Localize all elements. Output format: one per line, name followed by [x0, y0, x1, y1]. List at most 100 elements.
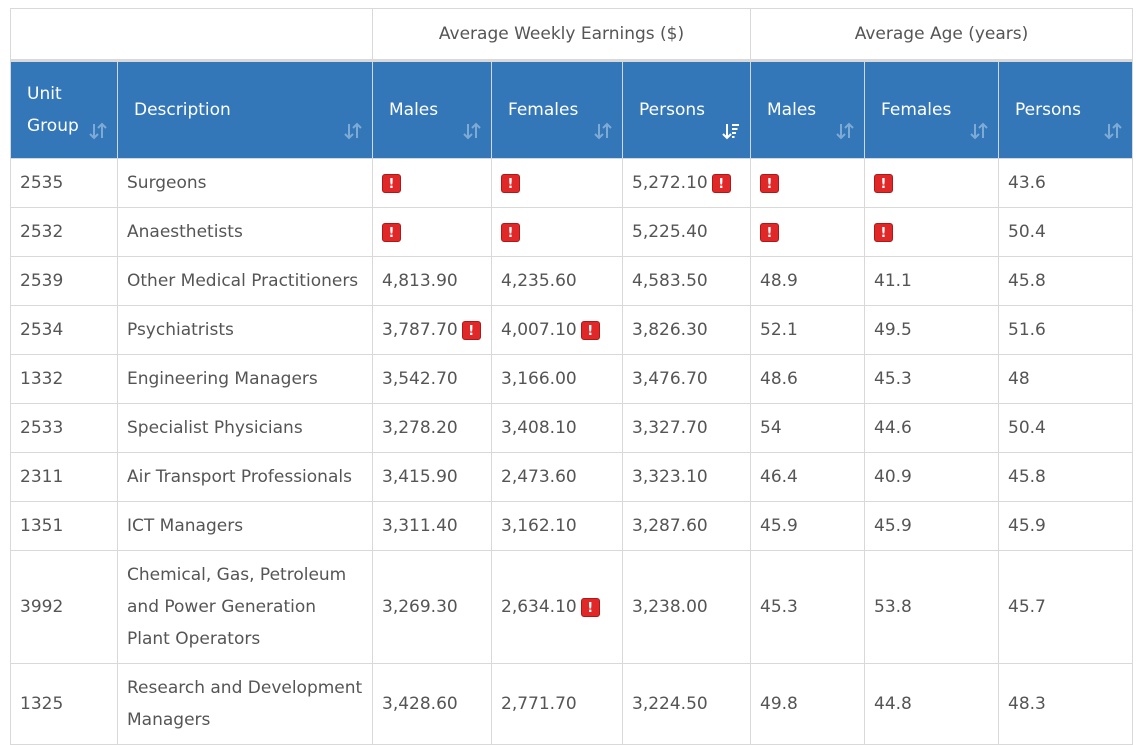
description-cell: Air Transport Professionals — [117, 452, 373, 502]
sort-both-icon — [463, 122, 481, 140]
unit-group-cell: 2311 — [10, 452, 118, 502]
group-header-earnings: Average Weekly Earnings ($) — [371, 8, 752, 62]
column-header-earnings-persons-label: Persons — [639, 100, 705, 120]
age-females-cell: 44.6 — [864, 403, 1000, 453]
warning-icon[interactable]: ! — [580, 597, 600, 617]
table-row: 2535 Surgeons ! ! 5,272.10! ! ! 43.6 — [10, 158, 1134, 208]
occupation-earnings-table: Average Weekly Earnings ($) Average Age … — [10, 8, 1134, 745]
warning-icon[interactable]: ! — [760, 173, 780, 193]
table-row: 1325 Research and Development Managers 3… — [10, 663, 1134, 745]
column-header-unit-group-label: Unit Group — [27, 84, 79, 136]
age-persons-cell: 48 — [998, 354, 1134, 404]
warning-icon[interactable]: ! — [501, 173, 520, 193]
unit-group-cell: 1325 — [10, 663, 118, 745]
age-males-cell: ! — [750, 158, 866, 208]
age-females-cell: 41.1 — [864, 256, 1000, 306]
group-header-row: Average Weekly Earnings ($) Average Age … — [10, 8, 1134, 62]
earnings-males-cell: 3,542.70 — [372, 354, 492, 404]
description-cell: Engineering Managers — [117, 354, 373, 404]
warning-icon[interactable]: ! — [874, 173, 894, 193]
age-persons-cell: 45.8 — [998, 452, 1134, 502]
unit-group-cell: 2535 — [10, 158, 118, 208]
occupation-table-container: Average Weekly Earnings ($) Average Age … — [10, 8, 1134, 745]
table-row: 2311 Air Transport Professionals 3,415.9… — [10, 452, 1134, 502]
sort-both-icon — [594, 122, 612, 140]
column-header-earnings-females[interactable]: Females — [491, 60, 623, 159]
earnings-females-cell: 2,634.10! — [491, 550, 623, 664]
warning-icon[interactable]: ! — [760, 222, 780, 242]
column-header-age-males[interactable]: Males — [750, 60, 866, 159]
age-males-cell: ! — [750, 207, 866, 257]
earnings-females-cell: 4,235.60 — [491, 256, 623, 306]
column-header-earnings-males[interactable]: Males — [372, 60, 492, 159]
description-cell: Other Medical Practitioners — [117, 256, 373, 306]
earnings-females-cell: ! — [491, 158, 623, 208]
earnings-males-value: 3,787.70 — [382, 320, 458, 340]
earnings-persons-cell: 3,476.70 — [621, 354, 752, 404]
warning-icon[interactable]: ! — [874, 222, 894, 242]
warning-icon[interactable]: ! — [501, 222, 520, 242]
column-header-age-persons-label: Persons — [1015, 100, 1081, 120]
earnings-males-cell: 3,787.70! — [372, 305, 492, 355]
earnings-males-cell: 3,269.30 — [372, 550, 492, 664]
description-cell: Specialist Physicians — [117, 403, 373, 453]
warning-icon[interactable]: ! — [461, 320, 481, 340]
age-males-cell: 48.9 — [750, 256, 866, 306]
age-persons-cell: 48.3 — [998, 663, 1134, 745]
column-header-age-females[interactable]: Females — [864, 60, 1000, 159]
age-persons-cell: 50.4 — [998, 403, 1134, 453]
sort-both-icon — [970, 122, 988, 140]
earnings-females-value: 2,634.10 — [501, 597, 577, 617]
column-header-row: Unit Group Description Males Females Pers… — [10, 60, 1134, 159]
age-males-cell: 49.8 — [750, 663, 866, 745]
table-row: 2532 Anaesthetists ! ! 5,225.40 ! ! 50.4 — [10, 207, 1134, 257]
warning-icon[interactable]: ! — [580, 320, 600, 340]
description-cell: Research and Development Managers — [117, 663, 373, 745]
earnings-females-cell: 3,166.00 — [491, 354, 623, 404]
earnings-persons-cell: 3,287.60 — [621, 501, 752, 551]
warning-icon[interactable]: ! — [382, 173, 401, 193]
description-cell: ICT Managers — [117, 501, 373, 551]
table-row: 3992 Chemical, Gas, Petroleum and Power … — [10, 550, 1134, 664]
age-males-cell: 45.9 — [750, 501, 866, 551]
age-persons-cell: 45.8 — [998, 256, 1134, 306]
table-row: 2534 Psychiatrists 3,787.70! 4,007.10! 3… — [10, 305, 1134, 355]
age-persons-cell: 51.6 — [998, 305, 1134, 355]
column-header-unit-group[interactable]: Unit Group — [10, 60, 118, 159]
age-females-cell: 40.9 — [864, 452, 1000, 502]
age-females-cell: 45.3 — [864, 354, 1000, 404]
earnings-males-cell: 3,428.60 — [372, 663, 492, 745]
sort-both-icon — [89, 122, 107, 140]
age-females-cell: ! — [864, 207, 1000, 257]
description-cell: Psychiatrists — [117, 305, 373, 355]
earnings-males-cell: 3,311.40 — [372, 501, 492, 551]
description-cell: Surgeons — [117, 158, 373, 208]
group-header-age: Average Age (years) — [750, 8, 1134, 62]
earnings-males-cell: 3,415.90 — [372, 452, 492, 502]
earnings-persons-cell: 3,826.30 — [621, 305, 752, 355]
earnings-females-cell: 2,771.70 — [491, 663, 623, 745]
column-header-description-label: Description — [134, 100, 231, 120]
age-males-cell: 48.6 — [750, 354, 866, 404]
earnings-males-cell: ! — [372, 158, 492, 208]
age-males-cell: 45.3 — [750, 550, 866, 664]
unit-group-cell: 2532 — [10, 207, 118, 257]
age-females-cell: 44.8 — [864, 663, 1000, 745]
sort-both-icon — [1104, 122, 1122, 140]
age-persons-cell: 45.7 — [998, 550, 1134, 664]
earnings-persons-cell: 3,224.50 — [621, 663, 752, 745]
column-header-earnings-persons[interactable]: Persons — [621, 60, 752, 159]
unit-group-cell: 2539 — [10, 256, 118, 306]
age-persons-cell: 43.6 — [998, 158, 1134, 208]
earnings-males-cell: 3,278.20 — [372, 403, 492, 453]
earnings-females-value: 4,007.10 — [501, 320, 577, 340]
warning-icon[interactable]: ! — [382, 222, 401, 242]
age-males-cell: 54 — [750, 403, 866, 453]
column-header-age-persons[interactable]: Persons — [998, 60, 1134, 159]
column-header-description[interactable]: Description — [117, 60, 373, 159]
earnings-females-cell: ! — [491, 207, 623, 257]
earnings-persons-cell: 3,323.10 — [621, 452, 752, 502]
warning-icon[interactable]: ! — [711, 173, 731, 193]
column-header-age-males-label: Males — [767, 100, 817, 120]
earnings-persons-cell: 4,583.50 — [621, 256, 752, 306]
